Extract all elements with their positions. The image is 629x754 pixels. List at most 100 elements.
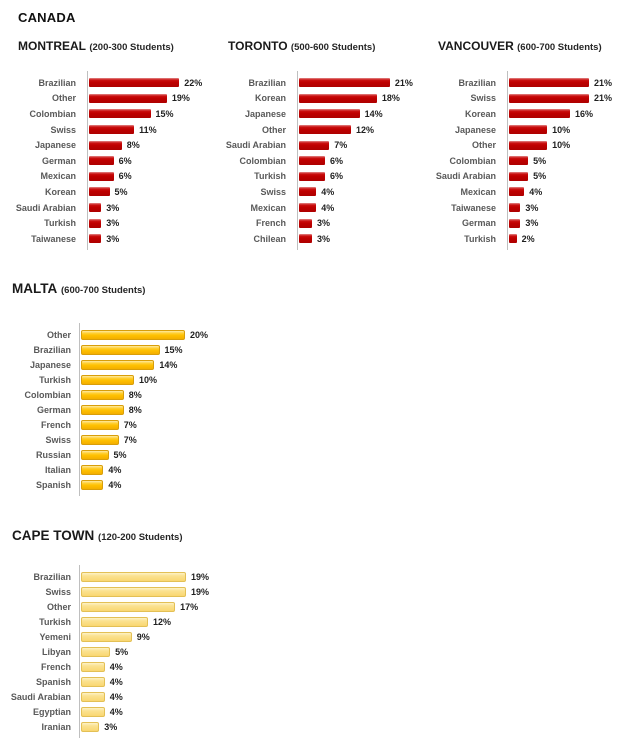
bar-row: Taiwanese 3% (10, 231, 215, 247)
value-label: 3% (104, 721, 118, 732)
bar-cell: 20% (80, 329, 215, 340)
category-label: Egyptian (32, 706, 71, 717)
bar-row: Japanese 10% (430, 122, 629, 138)
bar-cell: 9% (80, 631, 215, 642)
category-label: Turkish (254, 171, 286, 182)
bar-cell: 6% (298, 156, 425, 166)
bar-row: German 6% (10, 153, 215, 169)
bar-row: Saudi Arabian 5% (430, 169, 629, 185)
data-bar (81, 359, 155, 370)
category-label: Colombian (449, 155, 497, 166)
bar-row: Swiss 21% (430, 91, 629, 107)
value-label: 4% (108, 479, 122, 490)
category-label: Swiss (50, 124, 76, 135)
bar-row: Italian 4% (10, 462, 215, 477)
data-bar (89, 140, 122, 150)
chart-city-label: MALTA (12, 281, 58, 296)
chart-title: CAPE TOWN (120-200 Students) (10, 528, 215, 546)
data-bar (81, 374, 134, 385)
bar-cell: 19% (88, 93, 215, 103)
data-bar (81, 616, 148, 627)
category-label: Chilean (253, 233, 286, 244)
value-label: 17% (180, 601, 199, 612)
bar-cell: 3% (298, 218, 425, 228)
plot-area: Brazilian 21% Swiss 21% Korean 16% Japanese 10%… (430, 71, 629, 250)
bar-cell: 10% (80, 374, 215, 385)
category-label: Iranian (41, 721, 71, 732)
category-axis-line (87, 71, 88, 250)
bar-row: Swiss 19% (10, 584, 215, 599)
category-label: Spanish (35, 676, 71, 687)
value-label: 3% (317, 233, 331, 244)
bar-cell: 14% (80, 359, 215, 370)
category-label: Libyan (41, 646, 71, 657)
bar-cell: 6% (298, 171, 425, 181)
bar-cell: 8% (80, 389, 215, 400)
bar-cell: 16% (508, 109, 629, 119)
bar-cell: 4% (80, 464, 215, 475)
data-bar (299, 140, 330, 150)
data-bar (299, 234, 312, 244)
data-bar (81, 464, 104, 475)
data-bar (81, 479, 104, 490)
value-label: 6% (118, 171, 132, 182)
bar-row: German 3% (430, 215, 629, 231)
category-label: Other (46, 601, 71, 612)
value-label: 7% (123, 419, 137, 430)
value-label: 19% (191, 571, 210, 582)
bar-row: Korean 5% (10, 184, 215, 200)
data-bar (81, 586, 186, 597)
data-bar (81, 721, 100, 732)
category-label: Taiwanese (451, 202, 496, 213)
bar-cell: 3% (80, 721, 215, 732)
value-label: 21% (394, 77, 413, 88)
data-bar (81, 434, 119, 445)
category-label: Brazilian (33, 344, 71, 355)
bar-row: Colombian 15% (10, 106, 215, 122)
category-label: Brazilian (38, 77, 76, 88)
category-label: Turkish (464, 233, 496, 244)
data-bar (81, 631, 132, 642)
bar-row: Brazilian 21% (430, 75, 629, 91)
data-bar (89, 125, 135, 135)
category-label: Korean (464, 108, 496, 119)
value-label: 8% (126, 140, 140, 151)
bar-cell: 8% (80, 404, 215, 415)
chart-city-label: VANCOUVER (438, 39, 514, 53)
value-label: 3% (106, 202, 120, 213)
data-bar (89, 171, 114, 181)
bar-cell: 4% (80, 691, 215, 702)
chart-montreal: MONTREAL (200-300 Students) Brazilian 22% O… (10, 38, 215, 250)
bar-cell: 6% (88, 156, 215, 166)
bar-cell: 7% (80, 419, 215, 430)
category-label: German (36, 404, 71, 415)
bar-cell: 10% (508, 140, 629, 150)
data-bar (509, 109, 570, 119)
bar-row: Korean 18% (220, 91, 425, 107)
data-bar (81, 661, 105, 672)
category-label: Japanese (34, 140, 76, 151)
bar-cell: 3% (508, 218, 629, 228)
bar-row: Other 19% (10, 91, 215, 107)
data-bar (81, 571, 186, 582)
value-label: 8% (128, 389, 142, 400)
category-label: Russian (35, 449, 71, 460)
value-label: 12% (356, 124, 375, 135)
value-label: 5% (533, 171, 547, 182)
category-label: French (255, 218, 286, 229)
bar-cell: 3% (88, 203, 215, 213)
value-label: 3% (106, 233, 120, 244)
bar-cell: 4% (298, 203, 425, 213)
data-bar (89, 234, 102, 244)
value-label: 2% (521, 233, 535, 244)
chart-subtitle-label: (200-300 Students) (89, 42, 174, 53)
bar-row: Swiss 7% (10, 432, 215, 447)
value-label: 4% (109, 661, 123, 672)
bar-row: Iranian 3% (10, 719, 215, 734)
chart-subtitle-label: (500-600 Students) (290, 42, 376, 53)
bar-cell: 11% (88, 125, 215, 135)
data-bar (509, 218, 521, 228)
value-label: 6% (330, 171, 344, 182)
bar-row: French 4% (10, 659, 215, 674)
value-label: 7% (334, 140, 348, 151)
